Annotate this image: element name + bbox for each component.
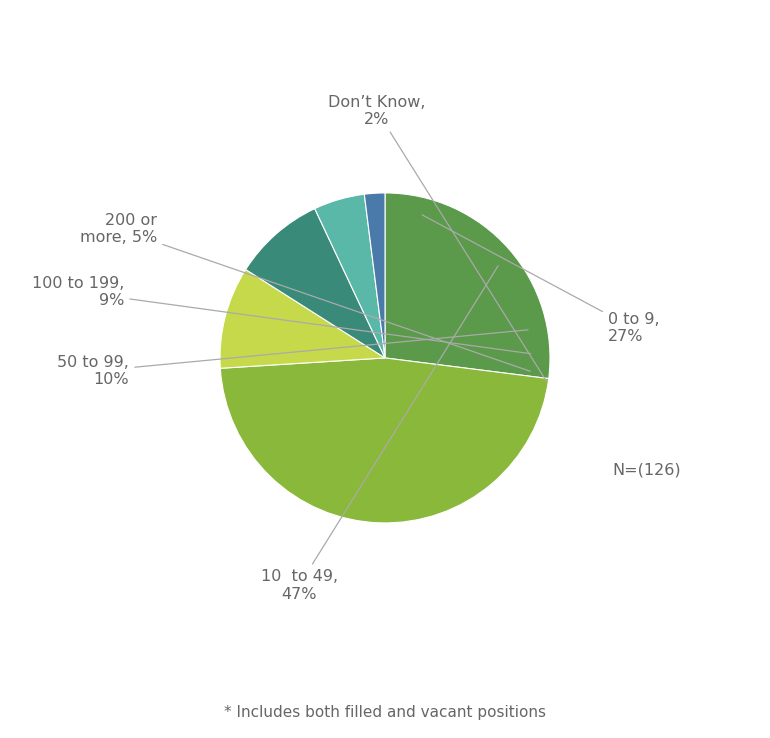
Text: 200 or
more, 5%: 200 or more, 5% <box>80 213 531 371</box>
Wedge shape <box>220 269 385 368</box>
Wedge shape <box>246 209 385 358</box>
Wedge shape <box>385 193 550 379</box>
Text: * Includes both filled and vacant positions: * Includes both filled and vacant positi… <box>224 705 546 720</box>
Text: 0 to 9,
27%: 0 to 9, 27% <box>422 215 659 345</box>
Text: Don’t Know,
2%: Don’t Know, 2% <box>328 94 547 382</box>
Text: N=(126): N=(126) <box>613 463 681 477</box>
Text: 10  to 49,
47%: 10 to 49, 47% <box>260 266 498 601</box>
Wedge shape <box>315 194 385 358</box>
Text: 100 to 199,
9%: 100 to 199, 9% <box>32 276 531 354</box>
Wedge shape <box>364 193 385 358</box>
Wedge shape <box>220 358 549 523</box>
Text: 50 to 99,
10%: 50 to 99, 10% <box>58 330 528 387</box>
